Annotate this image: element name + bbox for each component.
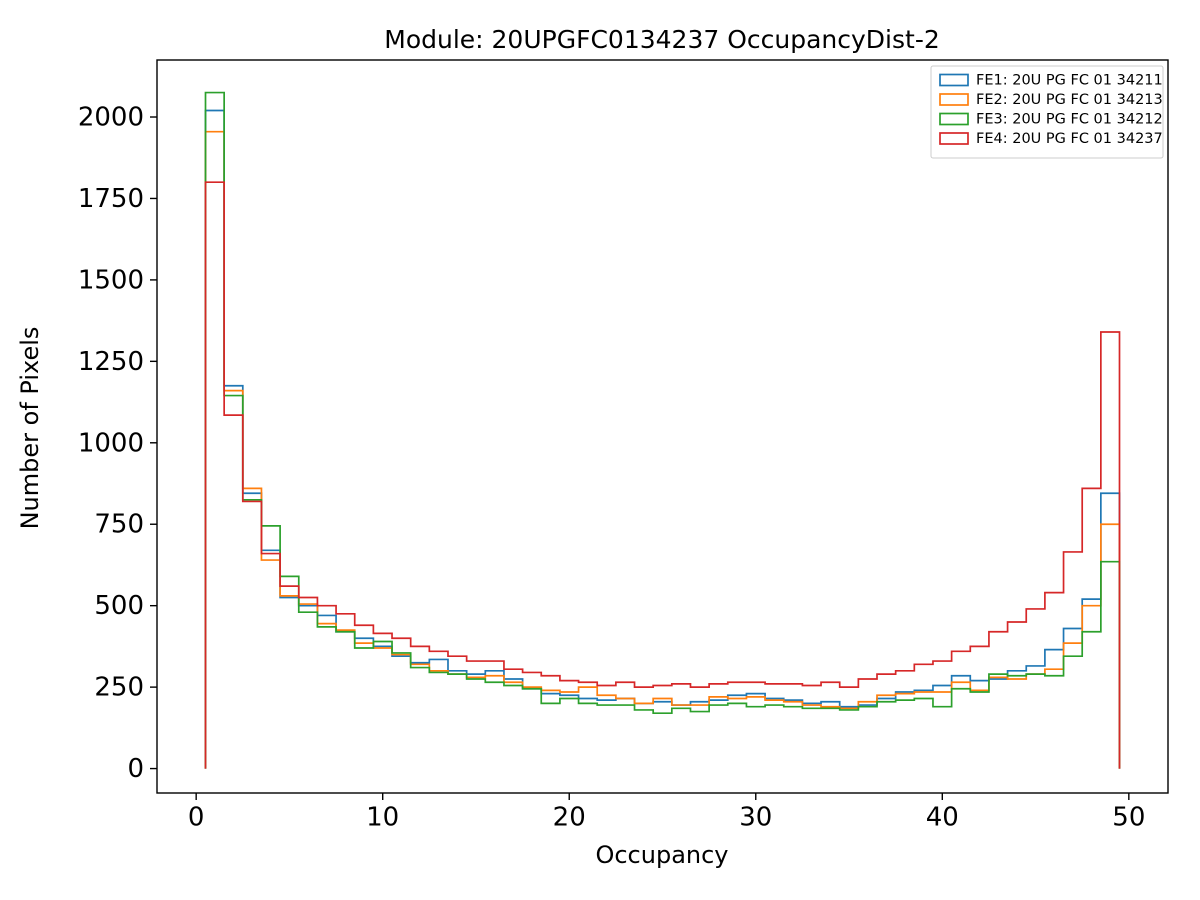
x-tick-label: 0 — [188, 802, 205, 832]
legend-label-3: FE3: 20U PG FC 01 34212 — [976, 112, 1163, 128]
x-tick-label: 50 — [1112, 802, 1145, 832]
y-tick-label: 1750 — [78, 184, 144, 214]
y-tick-label: 1500 — [78, 265, 144, 295]
series-step-line-4 — [204, 181, 1121, 769]
legend-swatch-3 — [939, 112, 969, 126]
x-tick-label: 30 — [739, 802, 772, 832]
axes-spines — [156, 59, 1169, 794]
plot-frame — [156, 59, 1169, 794]
y-tick-label: 0 — [127, 754, 144, 784]
y-axis-title: Number of Pixels — [16, 327, 44, 530]
x-axis-ticks: 0 10 20 30 40 50 — [188, 793, 1145, 832]
series-step-line-3 — [204, 91, 1121, 769]
y-tick-label: 750 — [94, 510, 144, 540]
x-tick-label: 20 — [553, 802, 586, 832]
legend-swatch-1 — [939, 73, 969, 87]
legend-label-2: FE2: 20U PG FC 01 34213 — [976, 92, 1163, 108]
legend-frame — [930, 65, 1164, 159]
chart-title: Module: 20UPGFC0134237 OccupancyDist-2 — [384, 25, 940, 54]
y-tick-label: 2000 — [78, 103, 144, 133]
y-tick-label: 500 — [94, 591, 144, 621]
x-tick-label: 10 — [366, 802, 399, 832]
chart-legend: FE1: 20U PG FC 01 34211 FE2: 20U PG FC 01… — [930, 65, 1164, 159]
y-tick-label: 1000 — [78, 428, 144, 458]
x-axis-title: Occupancy — [595, 841, 728, 869]
y-axis-ticks: 0 250 500 750 1000 1250 1500 1750 2000 — [78, 103, 157, 784]
legend-swatch-4 — [939, 132, 969, 145]
legend-label-1: FE1: 20U PG FC 01 34211 — [976, 73, 1163, 89]
y-tick-label: 1250 — [78, 347, 144, 377]
legend-swatch-2 — [939, 93, 969, 106]
data-series-group — [204, 91, 1121, 769]
y-tick-label: 250 — [94, 673, 144, 703]
x-tick-label: 40 — [926, 802, 959, 832]
legend-label-4: FE4: 20U PG FC 01 34237 — [976, 131, 1163, 147]
